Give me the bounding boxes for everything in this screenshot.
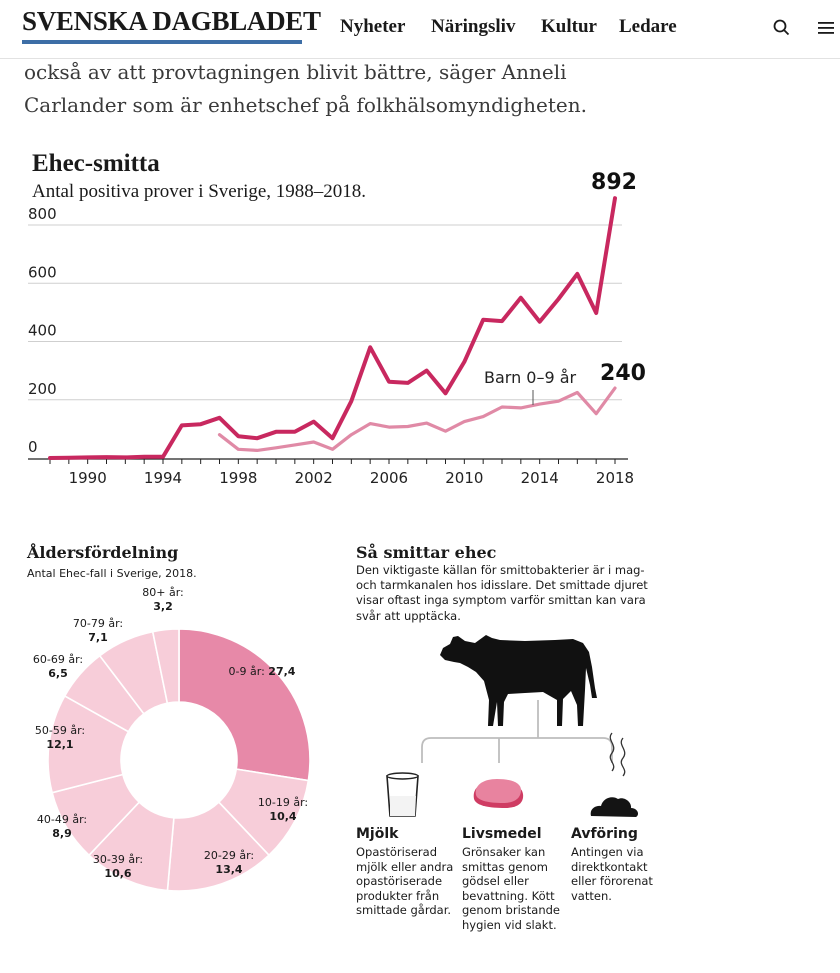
x-tick-label: 2014: [521, 469, 559, 487]
x-tick-label: 1998: [219, 469, 257, 487]
smittar-title: Så smittar ehec: [356, 543, 497, 562]
age-dist-subtitle: Antal Ehec-fall i Sverige, 2018.: [27, 567, 197, 580]
y-tick-label: 0: [28, 438, 38, 456]
x-tick-label: 1990: [69, 469, 107, 487]
x-tick-label: 1994: [144, 469, 182, 487]
source-text-avforing: Antingen via direktkontakt eller föroren…: [571, 845, 653, 903]
series-line-barn: [217, 386, 617, 452]
x-tick-label: 2010: [445, 469, 483, 487]
source-text-line: gödsel eller: [462, 874, 529, 889]
slice-label: 70-79 år:: [73, 617, 123, 630]
donut-slice: [178, 628, 311, 782]
series-line-total: [48, 196, 617, 460]
series-label-barn: Barn 0–9 år: [484, 368, 577, 387]
article-line: också av att provtagningen blivit bättre…: [24, 60, 567, 84]
x-tick-label: 2002: [295, 469, 333, 487]
article-body: också av att provtagningen blivit bättre…: [24, 56, 587, 122]
source-text-line: Antingen via: [571, 845, 644, 859]
source-text-line: Grönsaker kan: [462, 845, 546, 859]
source-text-line: mjölk eller andra: [356, 859, 454, 874]
y-tick-label: 400: [28, 322, 57, 340]
age-donut-chart: 0-9 år: 27,4 10-19 år:10,4 20-29 år:13,4 30…: [33, 586, 311, 892]
slice-value: 6,5: [48, 667, 68, 680]
slice-value: 10,4: [269, 810, 296, 823]
source-text-line: bevattning. Kött: [462, 888, 555, 903]
source-text-line: produkter från: [356, 888, 440, 903]
slice-value: 27,4: [268, 665, 295, 678]
slice-value: 7,1: [88, 631, 108, 644]
nav-item-naringsliv[interactable]: Näringsliv: [431, 16, 516, 37]
logo-underline: [22, 40, 302, 44]
meat-icon: [473, 779, 524, 808]
slice-label: 50-59 år:: [35, 724, 85, 737]
cow-icon: [440, 635, 597, 726]
slice-value: 12,1: [46, 738, 73, 751]
slice-label: 0-9 år: 27,4: [229, 665, 296, 678]
desc-line: visar oftast inga symptom varför smittan…: [356, 593, 646, 608]
x-tick-label: 2018: [596, 469, 634, 487]
desc-line: Den viktigaste källan för smittobakterie…: [356, 563, 645, 577]
slice-label: 40-49 år:: [37, 813, 87, 826]
slice-value: 8,9: [52, 827, 72, 840]
chart-subtitle: Antal positiva prover i Sverige, 1988–20…: [32, 181, 367, 202]
slice-value: 10,6: [104, 867, 131, 880]
source-text-line: eller förorenat: [571, 874, 653, 889]
slice-label: 20-29 år:: [204, 849, 254, 862]
x-tick-label: 2006: [370, 469, 408, 487]
source-text-line: Opastöriserad: [356, 845, 437, 859]
nav-item-ledare[interactable]: Ledare: [619, 16, 677, 37]
slice-value: 3,2: [153, 600, 173, 613]
source-title-avforing: Avföring: [571, 826, 638, 842]
chart-title: Ehec-smitta: [32, 150, 160, 177]
menu-icon[interactable]: [816, 18, 836, 38]
desc-line: svår att upptäcka.: [356, 608, 461, 623]
source-connector: [421, 700, 613, 763]
y-tick-label: 600: [28, 263, 57, 281]
source-text-line: direktkontakt: [571, 859, 648, 874]
nav-item-nyheter[interactable]: Nyheter: [340, 16, 406, 37]
search-icon[interactable]: [772, 18, 792, 38]
source-title-livsmedel: Livsmedel: [462, 826, 542, 842]
slice-label: 80+ år:: [142, 586, 184, 599]
manure-icon: [590, 732, 639, 817]
y-tick-label: 800: [28, 205, 57, 223]
milk-glass-icon: [386, 772, 419, 817]
source-text-livsmedel: Grönsaker kan smittas genom gödsel eller…: [462, 845, 560, 933]
source-text-line: vatten.: [571, 888, 612, 903]
slice-label: 30-39 år:: [93, 853, 143, 866]
site-logo[interactable]: SVENSKA DAGBLADET: [22, 6, 321, 36]
slice-label: 60-69 år:: [33, 653, 83, 666]
site-header: SVENSKA DAGBLADET Nyheter Näringsliv Kul…: [0, 0, 840, 59]
data-label-barn: 240: [600, 361, 646, 386]
nav-item-kultur[interactable]: Kultur: [541, 16, 597, 37]
data-label-total: 892: [591, 170, 637, 195]
y-tick-label: 200: [28, 380, 57, 398]
source-text-line: smittade gårdar.: [356, 903, 452, 918]
smittar-description: Den viktigaste källan för smittobakterie…: [356, 563, 656, 624]
article-line: Carlander som är enhetschef på folkhälso…: [24, 93, 587, 117]
source-title-mjolk: Mjölk: [356, 826, 399, 842]
slice-value: 13,4: [215, 863, 242, 876]
age-dist-title: Åldersfördelning: [27, 543, 179, 562]
ehec-line-chart: 800 600 400 200 0 1990 1994 1998 2002 2006 2010 201…: [28, 170, 646, 487]
source-text-line: smittas genom: [462, 859, 549, 874]
source-text-mjolk: Opastöriserad mjölk eller andra opastöri…: [356, 845, 453, 918]
slice-label: 10-19 år:: [258, 796, 308, 809]
desc-line: och tarmkanalen hos idisslare. Det smitt…: [356, 578, 648, 593]
donut-slice: [151, 628, 180, 705]
source-text-line: hygien vid slakt.: [462, 917, 557, 932]
source-text-line: genom bristande: [462, 903, 560, 918]
source-text-line: opastöriserade: [356, 874, 443, 889]
